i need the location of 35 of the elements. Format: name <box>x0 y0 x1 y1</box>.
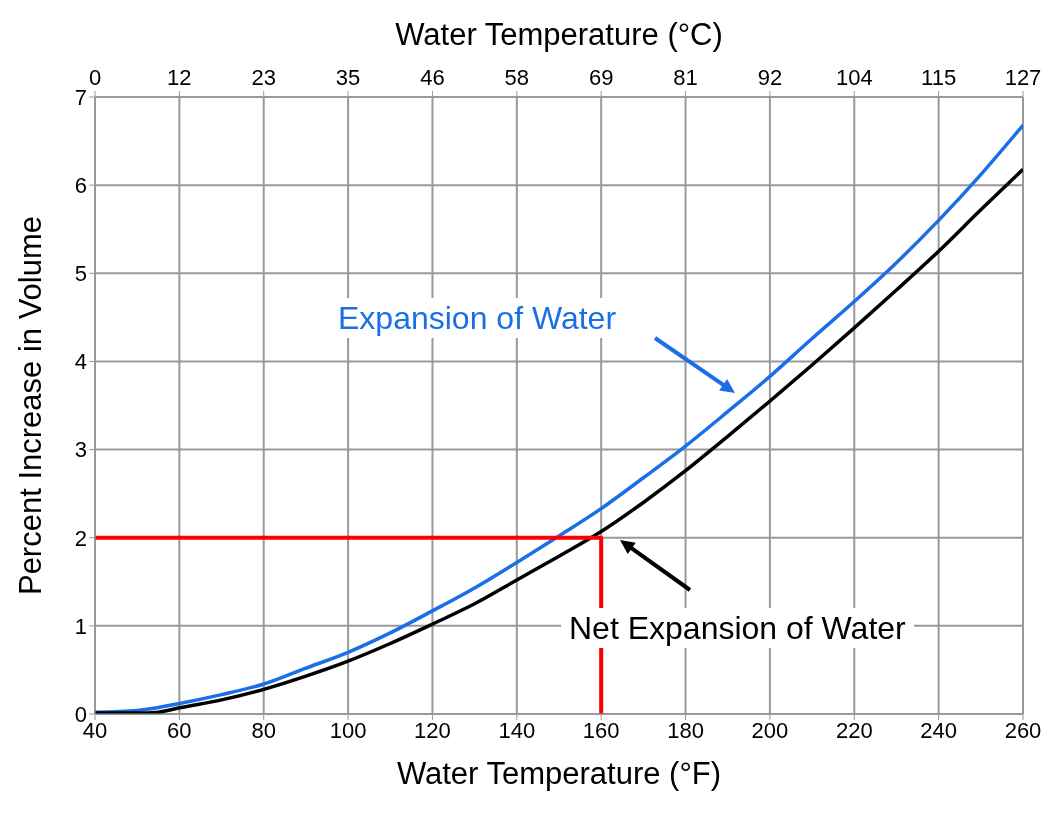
x2-tick-label: 46 <box>420 65 445 90</box>
text: Expansion of Water <box>330 298 625 338</box>
x2-tick-label: 58 <box>504 65 530 90</box>
x2-tick-label: 127 <box>1004 65 1042 90</box>
x2-axis-title: Water Temperature (°C) <box>395 17 723 52</box>
y-tick-label: 0 <box>74 701 87 727</box>
x-tick-label: 180 <box>667 717 704 743</box>
x-tick-label: 100 <box>329 717 367 743</box>
x-tick-label: 200 <box>751 717 789 743</box>
x2-tick-label: 35 <box>335 65 361 90</box>
y-tick-label: 3 <box>74 437 87 463</box>
x2-tick-label: 69 <box>588 65 614 90</box>
y-tick-label: 1 <box>74 613 87 639</box>
y-tick-label: 7 <box>74 84 87 110</box>
x2-tick-label: 23 <box>251 65 276 90</box>
x-tick-label: 140 <box>498 717 536 743</box>
x-tick-label: 220 <box>835 717 873 743</box>
y-tick-label: 2 <box>74 525 87 551</box>
x2-tick-label: 81 <box>673 65 698 90</box>
y-tick-label: 5 <box>74 261 87 287</box>
legend-label: Net Expansion of Water <box>561 608 914 648</box>
x-tick-label: 160 <box>582 717 620 743</box>
x2-tick-label: 12 <box>167 65 192 90</box>
y-axis-title: Percent Increase in Volume <box>12 215 48 596</box>
x-tick-label: 80 <box>251 717 276 743</box>
y-tick-label: 6 <box>74 172 87 198</box>
x2-tick-label: 104 <box>835 65 873 90</box>
y-tick-label: 4 <box>74 349 87 375</box>
x2-tick-label: 92 <box>757 65 783 90</box>
x2-tick-label: 115 <box>921 65 957 90</box>
x-tick-label: 260 <box>1004 717 1042 743</box>
x-tick-label: 240 <box>920 717 957 743</box>
x-tick-label: 120 <box>414 717 451 743</box>
x-axis-title: Water Temperature (°F) <box>396 756 722 791</box>
x-tick-label: 60 <box>167 717 192 743</box>
